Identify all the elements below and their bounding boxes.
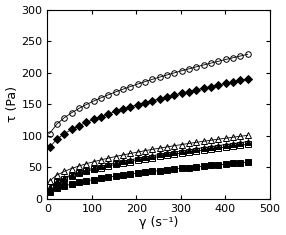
Y-axis label: τ (Pa): τ (Pa) (5, 86, 19, 122)
X-axis label: γ (s⁻¹): γ (s⁻¹) (139, 216, 178, 229)
